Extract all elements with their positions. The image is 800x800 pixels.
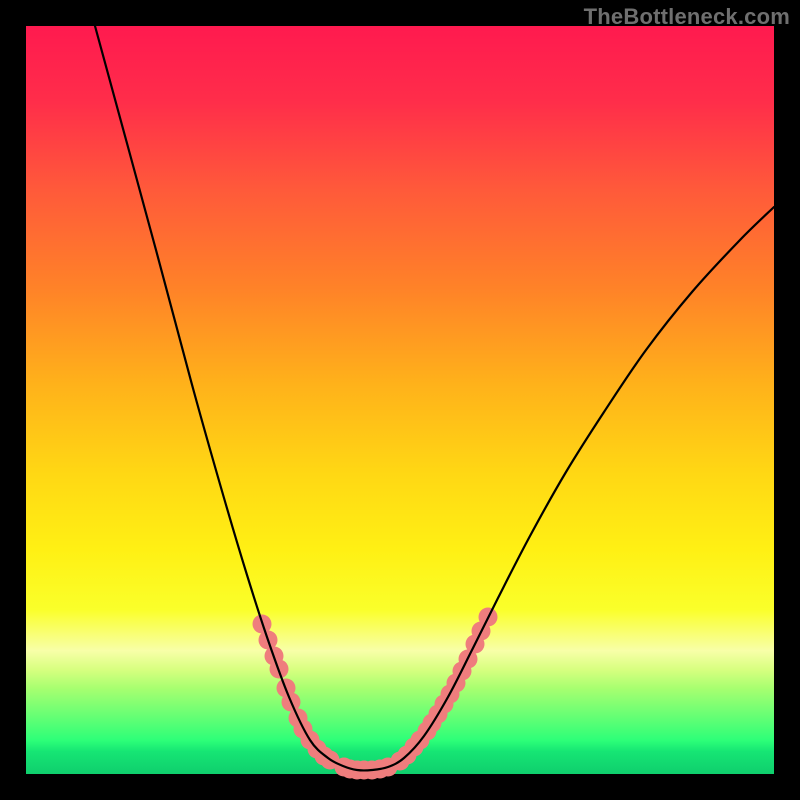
- watermark-text: TheBottleneck.com: [584, 4, 790, 30]
- gradient-background: [26, 26, 774, 774]
- bottleneck-chart-svg: [0, 0, 800, 800]
- chart-canvas: TheBottleneck.com: [0, 0, 800, 800]
